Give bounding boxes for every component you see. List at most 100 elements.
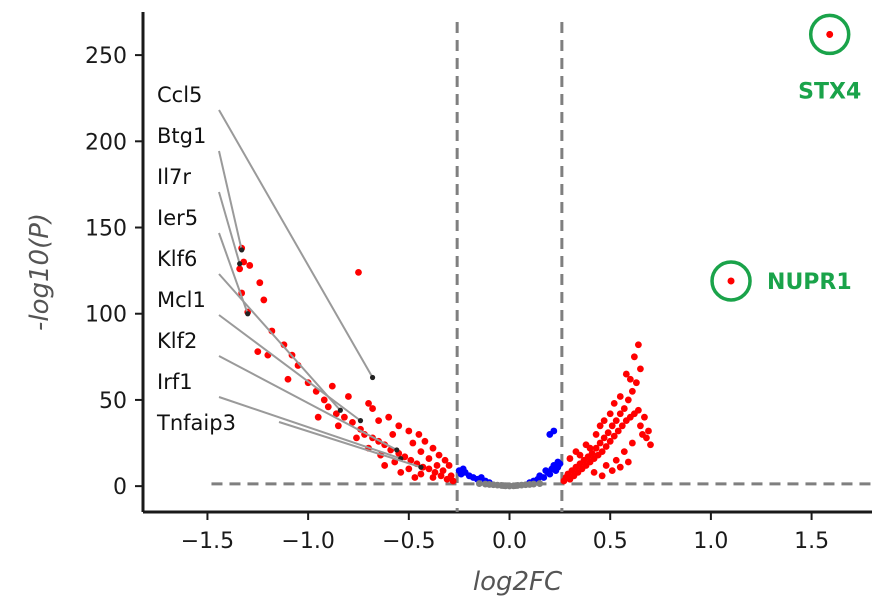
- highlight-point: [826, 31, 834, 38]
- data-point: [445, 462, 453, 469]
- data-point: [405, 465, 413, 473]
- data-point: [328, 382, 336, 390]
- axes: −1.5 −1.0 −0.5 0.0 0.5 1.0 1.5 0 50 100 150 200 250: [85, 12, 872, 554]
- data-point: [475, 480, 483, 487]
- gene-labels: Ccl5 Btg1 Il7r Ier5 Klf6 Mcl1 Klf2 Irf1 Tnfaip3: [156, 83, 424, 470]
- data-point: [365, 399, 372, 407]
- data-point: [632, 379, 640, 387]
- data-point: [628, 439, 636, 447]
- data-point: [385, 413, 393, 421]
- data-point: [554, 458, 562, 466]
- data-point: [500, 482, 507, 490]
- data-points: [236, 31, 834, 490]
- data-point: [590, 468, 598, 476]
- data-point: [610, 399, 618, 407]
- data-point: [582, 441, 590, 449]
- data-point: [598, 448, 606, 456]
- data-point: [284, 375, 292, 383]
- data-point: [596, 439, 604, 447]
- y-tick-label: 50: [99, 389, 127, 414]
- data-point: [425, 465, 433, 473]
- data-point: [604, 429, 612, 437]
- gene-label: Btg1: [157, 124, 206, 148]
- data-point: [550, 427, 558, 435]
- data-point: [616, 410, 624, 418]
- gene-point: [369, 374, 376, 381]
- gene-connector: [218, 355, 398, 451]
- gene-label: Klf6: [157, 247, 197, 271]
- data-point: [610, 432, 618, 440]
- x-tick-label: 1.0: [693, 529, 728, 554]
- highlight-point: [727, 277, 735, 285]
- data-point: [407, 456, 415, 464]
- gene-connector: [218, 314, 362, 422]
- data-point: [345, 393, 352, 400]
- gene-point: [418, 464, 424, 470]
- y-tick-label: 100: [85, 303, 127, 328]
- data-point: [405, 427, 413, 435]
- data-point: [246, 262, 254, 269]
- gene-label: Irf1: [157, 370, 193, 394]
- x-axis-title: log2FC: [473, 567, 563, 597]
- highlight-label: NUPR1: [767, 270, 852, 295]
- data-point: [254, 348, 262, 356]
- data-point: [616, 463, 624, 471]
- data-point: [381, 462, 389, 469]
- data-point: [429, 444, 437, 452]
- gene-label: Ccl5: [157, 83, 202, 107]
- data-point: [417, 448, 425, 456]
- data-point: [608, 422, 616, 430]
- data-point: [620, 405, 628, 412]
- data-point: [634, 341, 642, 349]
- gene-label: Ier5: [157, 206, 198, 230]
- gene-point: [337, 407, 343, 413]
- y-tick-label: 250: [85, 44, 127, 69]
- data-point: [614, 427, 622, 435]
- data-point: [592, 431, 600, 438]
- data-point: [417, 470, 425, 478]
- data-point: [618, 422, 626, 430]
- gene-connector: [218, 109, 374, 379]
- data-point: [536, 480, 544, 487]
- threshold-lines: [211, 22, 872, 512]
- x-tick-label: 0.5: [593, 529, 628, 554]
- gene-connector: [218, 191, 241, 265]
- data-point: [588, 449, 596, 457]
- data-point: [415, 431, 423, 438]
- data-point: [612, 456, 620, 464]
- gene-point: [394, 447, 400, 453]
- data-point: [606, 437, 614, 445]
- data-point: [256, 279, 264, 287]
- data-point: [612, 417, 620, 425]
- data-point: [630, 353, 638, 361]
- data-point: [433, 462, 441, 469]
- y-tick-label: 200: [85, 130, 127, 155]
- data-point: [411, 474, 419, 481]
- data-point: [441, 456, 449, 464]
- gene-connector: [218, 150, 243, 251]
- data-point: [349, 418, 356, 426]
- data-point: [598, 472, 606, 480]
- data-point: [409, 439, 417, 447]
- data-point: [643, 434, 650, 442]
- gene-connector: [218, 273, 342, 411]
- x-tick-label: −0.5: [382, 529, 435, 554]
- data-point: [624, 458, 632, 466]
- data-point: [389, 431, 397, 438]
- data-point: [576, 451, 584, 459]
- data-point: [596, 422, 604, 430]
- highlight-ring: [710, 260, 752, 302]
- data-point: [542, 467, 550, 475]
- data-point: [260, 296, 268, 304]
- data-point: [431, 468, 439, 476]
- gene-connector: [218, 396, 402, 460]
- data-point: [314, 413, 322, 421]
- gene-label: Il7r: [157, 165, 191, 189]
- x-tick-label: −1.0: [281, 529, 334, 554]
- data-point: [606, 410, 614, 418]
- x-tick-label: 0.0: [492, 529, 527, 554]
- data-point: [353, 434, 360, 442]
- y-axis-title: -log10(P): [25, 213, 55, 331]
- highlighted-genes: STX4 NUPR1: [710, 13, 861, 302]
